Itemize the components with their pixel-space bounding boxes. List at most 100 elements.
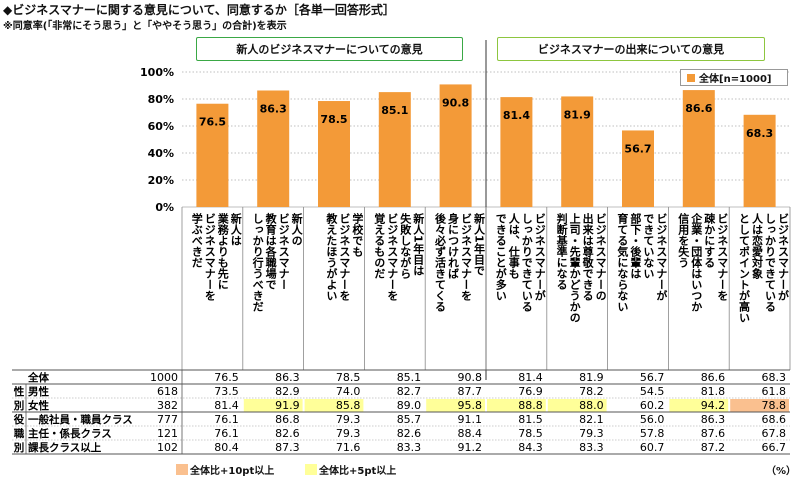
chart-legend: 全体[n=1000] xyxy=(680,69,788,86)
note-plus10: 全体比+10pt以上 xyxy=(176,462,274,477)
bar-value-label: 90.8 xyxy=(442,96,469,109)
row-n: 382 xyxy=(157,399,178,412)
group-label-performance: ビジネスマナーの出来についての意見 xyxy=(497,37,765,61)
table-cell: 89.0 xyxy=(397,399,422,412)
highlight-cell xyxy=(243,399,303,412)
category-label-line: ビジネスマナーが xyxy=(655,213,668,301)
table-cell: 66.7 xyxy=(762,441,787,454)
category-label-line: ビジネスマナーが xyxy=(777,213,790,301)
table-cell: 81.9 xyxy=(579,371,604,384)
table-axis-label: 別 xyxy=(13,399,25,412)
row-label: 一般社員・職員クラス xyxy=(28,413,133,426)
table-cell: 73.5 xyxy=(214,385,239,398)
bar-value-label: 86.3 xyxy=(260,102,287,115)
table-cell: 88.0 xyxy=(579,399,604,412)
table-cell: 95.8 xyxy=(458,399,483,412)
category-label-line: しっかり行うべきだ xyxy=(251,213,265,312)
category-label-line: 部下・後輩は xyxy=(629,212,642,279)
highlight-cell xyxy=(547,399,607,412)
category-label-line: ビジネスマナー xyxy=(277,213,290,290)
category-label-line: 新人1年目で xyxy=(473,212,486,276)
highlight-cell xyxy=(487,399,546,412)
table-cell: 82.6 xyxy=(275,427,300,440)
category-label-line: できていない xyxy=(642,213,655,279)
table-axis-label: 別 xyxy=(13,441,25,454)
table-axis-label: 職 xyxy=(14,427,25,440)
table-cell: 61.8 xyxy=(762,385,787,398)
chart-subtitle: ※同意率(「非常にそう思う」と「ややそう思う」の合計)を表示 xyxy=(3,21,287,32)
bar-value-label: 81.4 xyxy=(503,109,530,122)
category-label-line: 身につければ xyxy=(447,212,460,280)
category-label-line: ビジネスマナーの xyxy=(594,213,607,301)
category-label-line: 出来は尊敬できる xyxy=(581,212,595,302)
table-cell: 85.8 xyxy=(336,399,361,412)
category-label-line: 新人1年目は xyxy=(412,212,425,276)
table-cell: 87.2 xyxy=(701,441,726,454)
category-label-line: 企業・団体はいつか xyxy=(690,212,704,312)
category-label-line: 新人の xyxy=(290,212,303,246)
category-label-line: ビジネスマナーを xyxy=(203,213,216,302)
category-label-line: としてポイントが高い xyxy=(738,213,751,323)
table-axis-label: 性 xyxy=(14,385,25,398)
category-label-line: 失敗しながら xyxy=(399,212,412,279)
table-cell: 87.3 xyxy=(275,441,300,454)
bar xyxy=(257,90,290,207)
bar-value-label: 68.3 xyxy=(746,127,773,140)
table-cell: 81.4 xyxy=(214,399,239,412)
row-label: 主任・係長クラス xyxy=(28,427,112,440)
y-tick-label: 80% xyxy=(148,93,174,106)
table-cell: 85.7 xyxy=(397,413,422,426)
bar-value-label: 56.7 xyxy=(624,142,651,155)
group-label-newcomer: 新人のビジネスマナーについての意見 xyxy=(196,37,463,61)
chart-title: ◆ビジネスマナーに関する意見について、同意するか［各単一回答形式］ xyxy=(3,3,395,17)
table-axis-label: 役 xyxy=(13,413,25,426)
table-cell: 67.8 xyxy=(762,427,787,440)
y-tick-label: 60% xyxy=(148,120,174,133)
table-cell: 78.5 xyxy=(336,371,361,384)
row-n: 618 xyxy=(157,385,178,398)
category-label-line: 疎かにする xyxy=(703,212,716,269)
highlight-cell xyxy=(730,399,789,412)
row-n: 777 xyxy=(157,413,178,426)
table-cell: 78.8 xyxy=(762,399,787,412)
category-label-line: 上司・先輩かどうかの xyxy=(568,212,581,323)
bar xyxy=(561,96,594,207)
table-cell: 86.3 xyxy=(701,413,726,426)
table-cell: 68.6 xyxy=(762,413,787,426)
row-label: 課長クラス以上 xyxy=(28,441,102,454)
category-label-line: できることが多い xyxy=(494,213,507,301)
bar xyxy=(500,97,533,207)
table-cell: 82.6 xyxy=(397,427,422,440)
table-cell: 68.3 xyxy=(762,371,787,384)
table-cell: 81.8 xyxy=(701,385,726,398)
bar-value-label: 81.9 xyxy=(564,108,591,121)
table-cell: 83.3 xyxy=(579,441,604,454)
table-cell: 56.7 xyxy=(640,371,665,384)
category-label-line: しっかりできている xyxy=(764,213,777,313)
table-cell: 80.4 xyxy=(214,441,239,454)
bar-value-label: 76.5 xyxy=(199,116,226,129)
category-label-line: ビジネスマナーを xyxy=(460,213,473,302)
table-cell: 76.1 xyxy=(214,427,239,440)
bar xyxy=(622,130,654,207)
row-label: 男性 xyxy=(28,385,49,398)
table-cell: 84.3 xyxy=(518,441,543,454)
highlight-cell xyxy=(304,399,364,412)
table-cell: 90.8 xyxy=(458,371,483,384)
row-n: 121 xyxy=(157,427,178,440)
bar xyxy=(682,90,715,207)
table-cell: 88.4 xyxy=(458,427,483,440)
table-cell: 74.0 xyxy=(336,385,361,398)
table-cell: 87.6 xyxy=(701,427,726,440)
table-cell: 81.4 xyxy=(518,371,543,384)
table-cell: 71.6 xyxy=(336,441,361,454)
row-label: 全体 xyxy=(27,371,49,384)
table-cell: 86.3 xyxy=(275,371,300,384)
note-plus10-swatch xyxy=(176,464,188,475)
category-label-line: 教えたほうがよい xyxy=(325,212,339,301)
table-cell: 78.5 xyxy=(518,427,543,440)
table-cell: 76.1 xyxy=(214,413,239,426)
table-cell: 91.9 xyxy=(275,399,300,412)
category-label-line: 人は、仕事も xyxy=(507,212,521,280)
category-label-line: 学校でも xyxy=(351,212,364,258)
